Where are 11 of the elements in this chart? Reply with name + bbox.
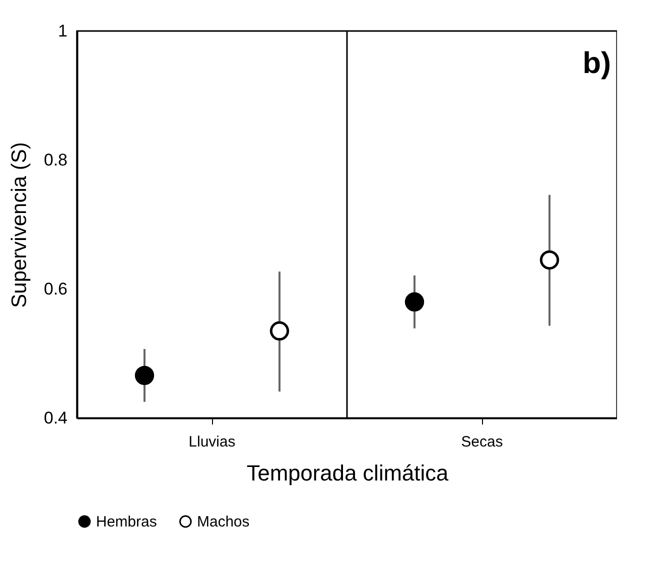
legend-label: Hembras	[96, 514, 157, 531]
legend-label: Machos	[197, 514, 250, 531]
x-tick-label: Secas	[461, 434, 503, 450]
y-axis-title: Supervivencia (S)	[8, 142, 31, 308]
y-tick-label: 1	[58, 22, 68, 40]
annotation: b)	[582, 47, 611, 80]
y-tick-label: 0.6	[44, 280, 68, 298]
y-tick-label: 0.4	[44, 408, 68, 428]
x-tick-label: Lluvias	[188, 434, 236, 450]
x-axis-title: Temporada climática	[246, 460, 450, 486]
y-tick-label: 0.8	[44, 150, 68, 170]
